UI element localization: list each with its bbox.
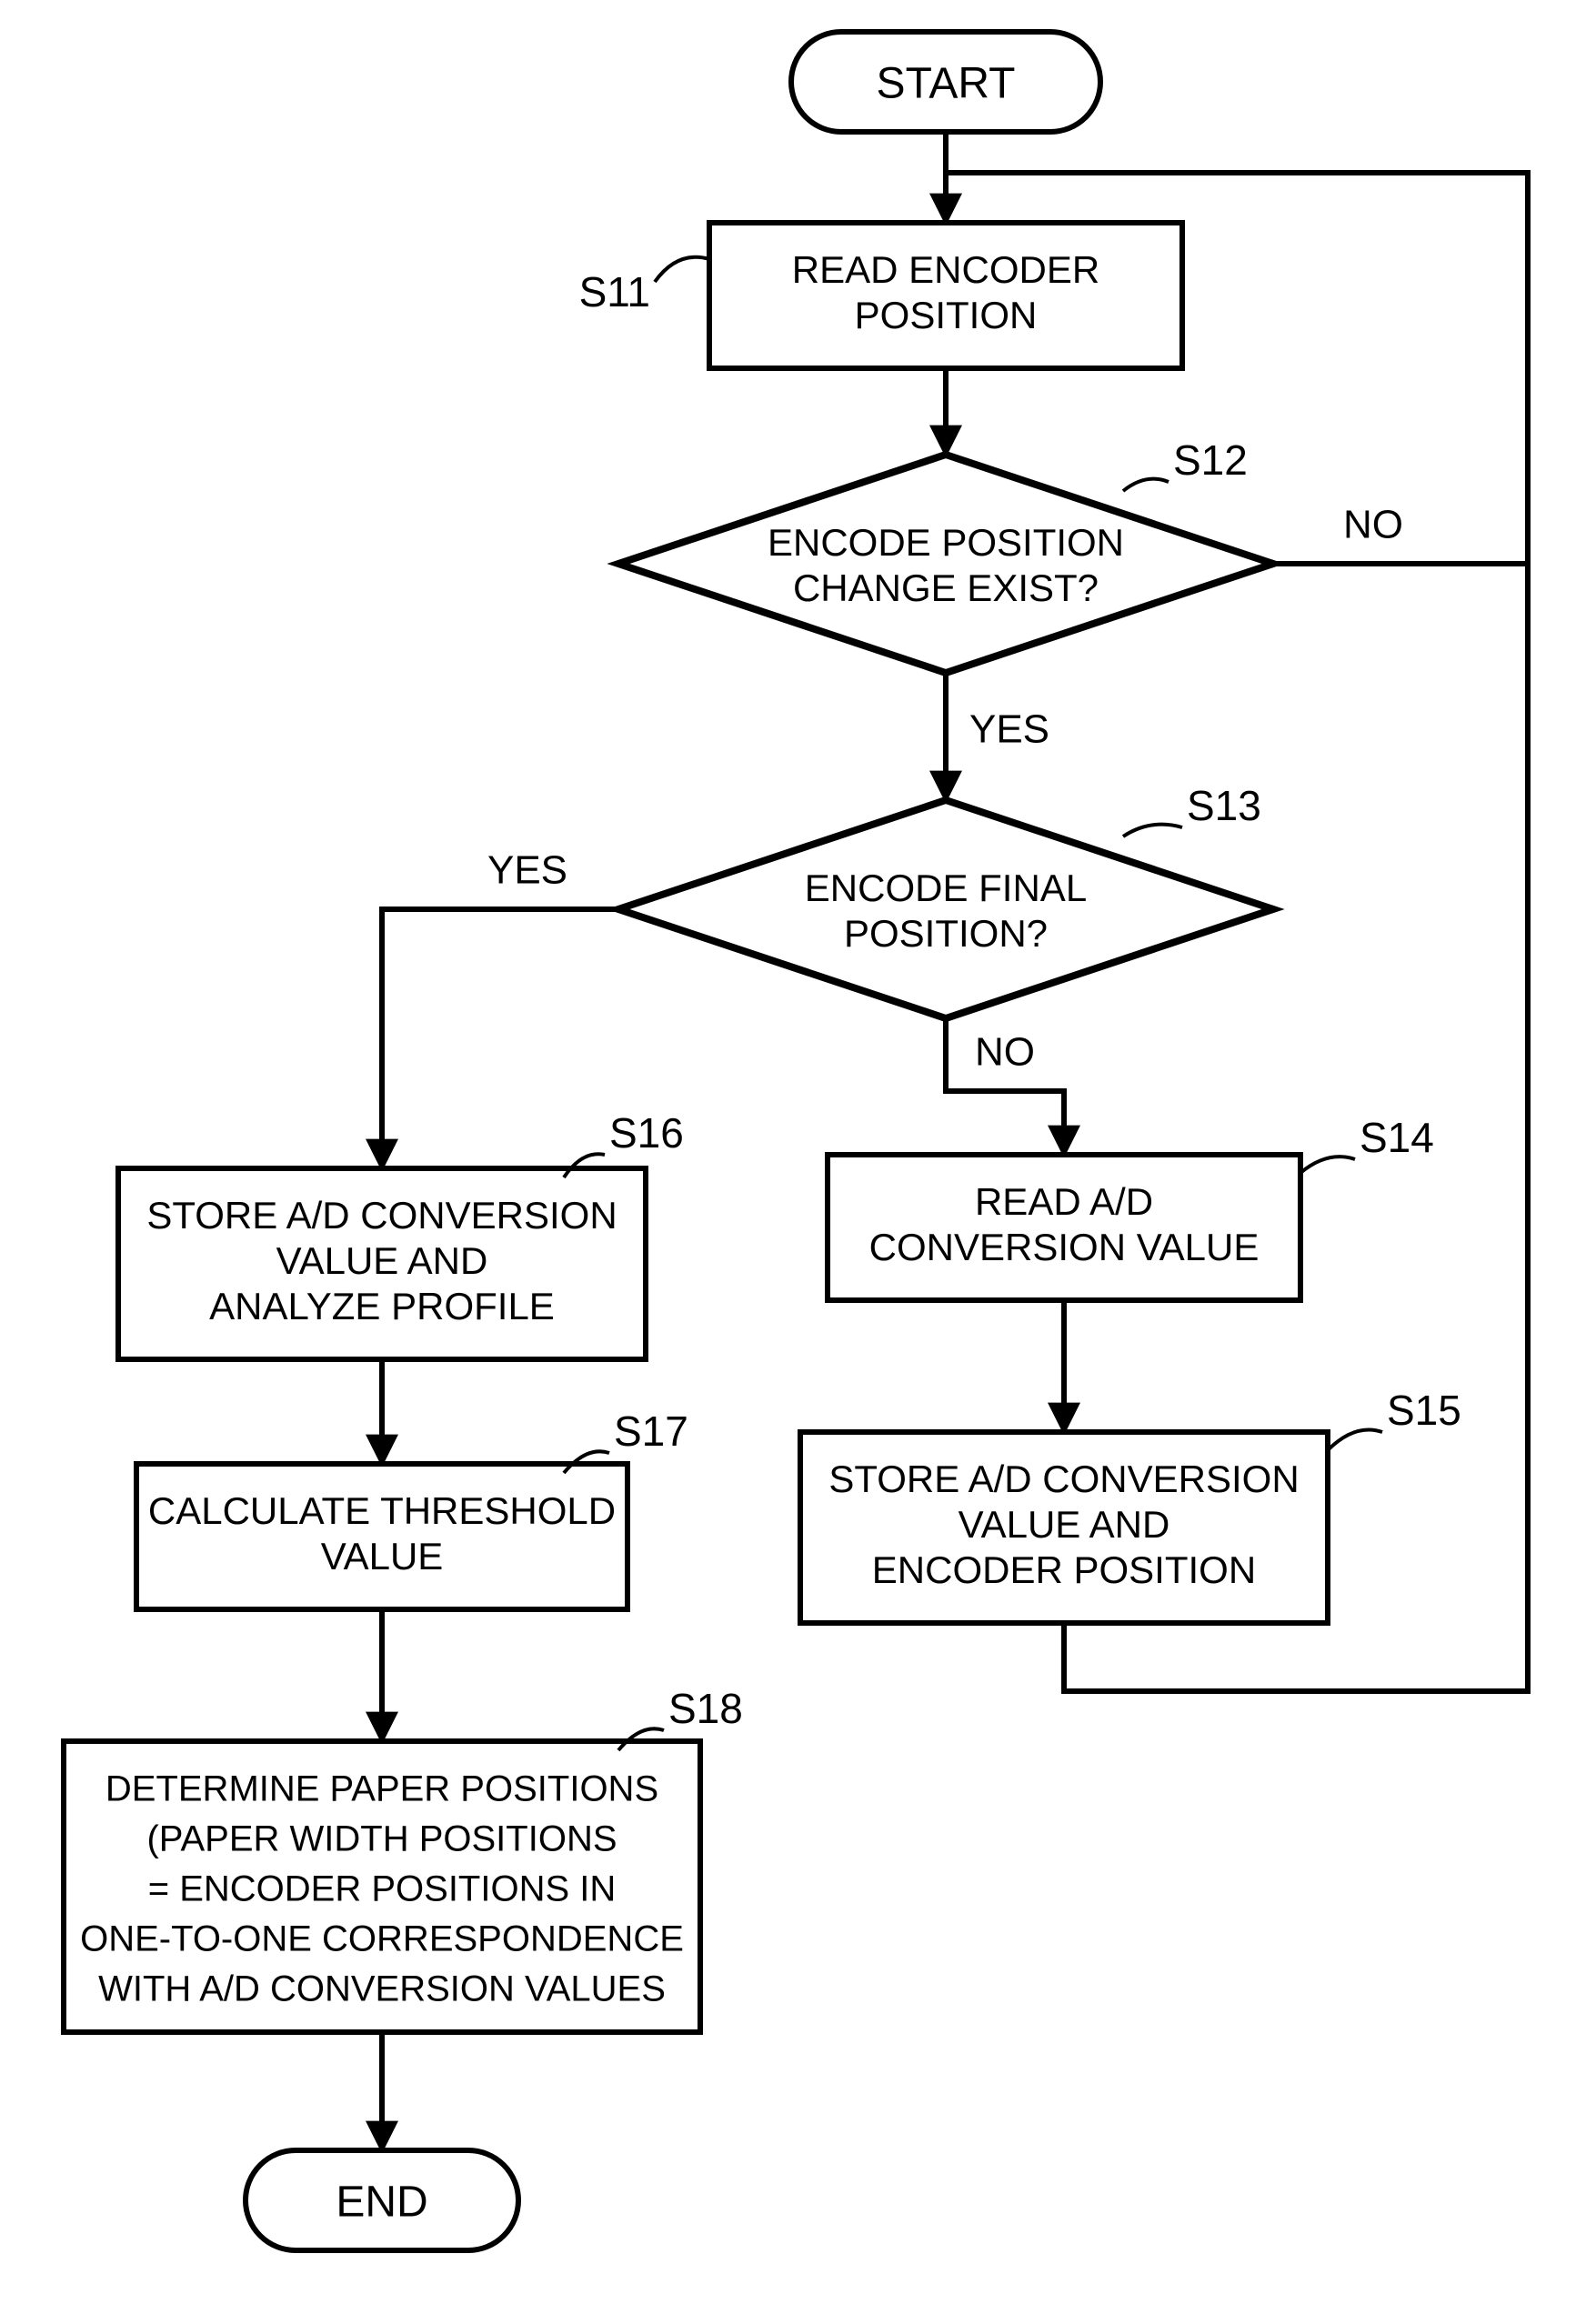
node-s17: CALCULATE THRESHOLD VALUE S17 [136, 1407, 688, 1609]
s17-step-label: S17 [614, 1407, 688, 1455]
s16-line2: VALUE AND [276, 1239, 488, 1282]
s12-line2: CHANGE EXIST? [793, 566, 1099, 609]
node-s16: STORE A/D CONVERSION VALUE AND ANALYZE P… [118, 1109, 684, 1359]
s12-step-label: S12 [1173, 436, 1248, 484]
s15-line2: VALUE AND [959, 1503, 1170, 1546]
node-s12: ENCODE POSITION CHANGE EXIST? S12 [618, 436, 1273, 673]
branch-label-s13-yes: YES [487, 848, 567, 893]
s13-step-label: S13 [1187, 782, 1261, 829]
s17-line2: VALUE [321, 1535, 444, 1578]
node-s14: READ A/D CONVERSION VALUE S14 [828, 1114, 1434, 1300]
s15-line3: ENCODER POSITION [872, 1548, 1256, 1591]
start-label: START [877, 60, 1016, 108]
s14-step-label: S14 [1360, 1114, 1434, 1161]
node-s13: ENCODE FINAL POSITION? S13 [618, 782, 1273, 1018]
node-s11: READ ENCODER POSITION S11 [579, 223, 1182, 368]
s18-line3: = ENCODER POSITIONS IN [148, 1869, 617, 1909]
s18-line5: WITH A/D CONVERSION VALUES [98, 1969, 666, 2009]
s15-line1: STORE A/D CONVERSION [828, 1458, 1299, 1500]
s16-line1: STORE A/D CONVERSION [146, 1194, 617, 1237]
s16-line3: ANALYZE PROFILE [209, 1285, 555, 1327]
s18-step-label: S18 [668, 1685, 743, 1732]
branch-label-s13-no: NO [975, 1030, 1035, 1075]
node-start: START [791, 32, 1100, 132]
s11-line1: READ ENCODER [792, 248, 1099, 291]
s14-line1: READ A/D [975, 1180, 1153, 1223]
s14-line2: CONVERSION VALUE [869, 1226, 1260, 1268]
s15-step-label: S15 [1387, 1387, 1461, 1434]
s11-step-label: S11 [579, 268, 650, 316]
s13-line2: POSITION? [844, 912, 1048, 955]
node-s15: STORE A/D CONVERSION VALUE AND ENCODER P… [800, 1387, 1461, 1623]
s18-line4: ONE-TO-ONE CORRESPONDENCE [80, 1919, 684, 1959]
branch-label-s12-yes: YES [969, 707, 1049, 752]
s18-line2: (PAPER WIDTH POSITIONS [146, 1819, 617, 1859]
s13-line1: ENCODE FINAL [805, 866, 1087, 909]
node-s18: DETERMINE PAPER POSITIONS (PAPER WIDTH P… [64, 1685, 743, 2032]
edge-s13-s16 [382, 909, 618, 1168]
s17-line1: CALCULATE THRESHOLD [148, 1489, 616, 1532]
s18-line1: DETERMINE PAPER POSITIONS [105, 1769, 658, 1809]
s11-line2: POSITION [855, 294, 1038, 336]
s16-step-label: S16 [609, 1109, 684, 1157]
branch-label-s12-no: NO [1343, 503, 1403, 547]
node-end: END [246, 2150, 518, 2250]
flowchart-canvas: YES NO YES NO START READ ENCODER POSITIO… [0, 0, 1596, 2324]
end-label: END [336, 2179, 427, 2227]
s12-line1: ENCODE POSITION [768, 521, 1124, 564]
